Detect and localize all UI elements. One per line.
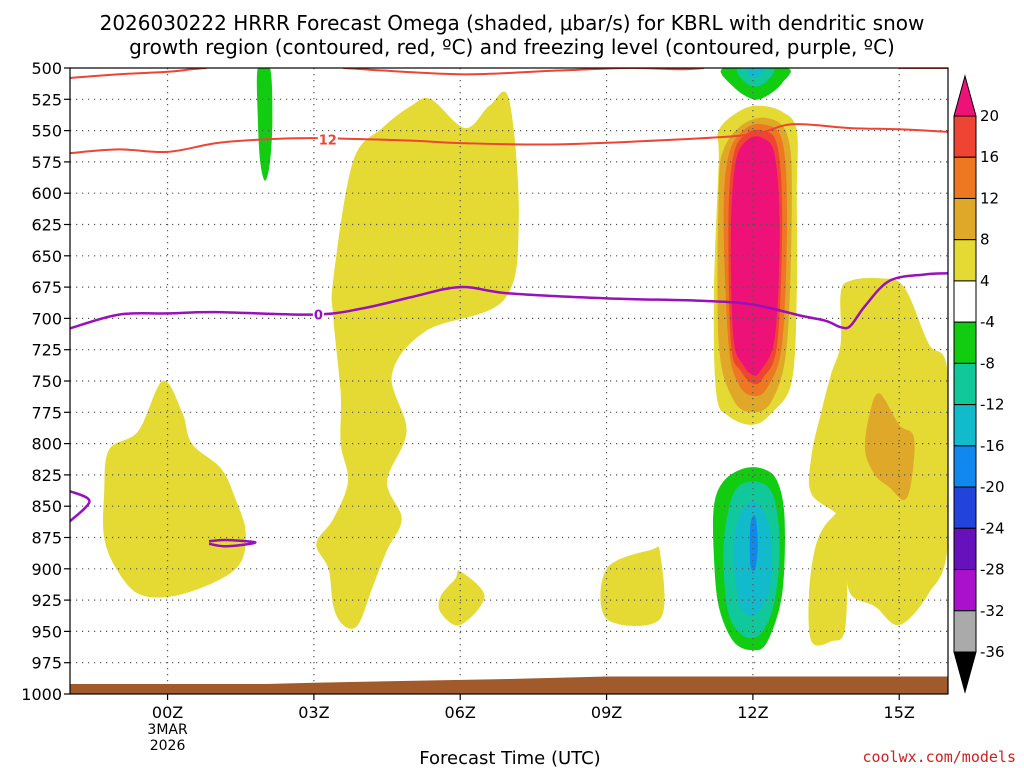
x-tick-label-9: 09Z: [591, 703, 622, 722]
colorbar-label-1: 16: [980, 148, 999, 166]
y-tick-label-700: 700: [31, 309, 62, 328]
omega-region-14: [746, 68, 764, 79]
y-tick-label-525: 525: [31, 90, 62, 109]
y-tick-label-850: 850: [31, 497, 62, 516]
y-tick-label-750: 750: [31, 372, 62, 391]
colorbar-label-13: -36: [980, 643, 1005, 661]
contour-1: [343, 68, 705, 76]
ground-surface: [70, 676, 948, 694]
colorbar-band-11: [953, 569, 977, 612]
y-tick-label-600: 600: [31, 184, 62, 203]
omega-region-2: [438, 570, 485, 626]
contour-label-0: 12: [319, 133, 337, 148]
ground-layer: [70, 676, 948, 694]
contour-label-layer: 12 0: [312, 131, 338, 324]
colorbar-band-6: [953, 362, 977, 406]
colorbar-band-9: [953, 486, 977, 529]
x-axis-title: Forecast Time (UTC): [419, 748, 600, 768]
contour-label-1: 0: [314, 309, 323, 324]
contour-label-bg-0: [317, 131, 338, 148]
x-tick-year: 2026: [150, 738, 186, 754]
colorbar-label-11: -28: [980, 561, 1005, 579]
colorbar-bottom-triangle: [953, 651, 977, 694]
colorbar-label-5: -4: [980, 313, 995, 331]
x-tick-label-6: 06Z: [445, 703, 476, 722]
credit-text: coolwx.com/models: [862, 748, 1016, 766]
contour-layer: [70, 68, 948, 548]
contour-0: [70, 68, 207, 79]
colorbar-label-3: 8: [980, 231, 990, 249]
contour-label-bg-1: [312, 306, 324, 323]
y-tick-label-1000: 1000: [21, 685, 62, 704]
colorbar-band-12: [953, 610, 977, 653]
colorbar-top-triangle: [953, 74, 977, 117]
omega-region-3: [600, 546, 665, 627]
colorbar-label-8: -16: [980, 437, 1005, 455]
colorbar-label-12: -32: [980, 602, 1005, 620]
colorbar-band-8: [953, 445, 977, 488]
x-tick-label-15: 15Z: [884, 703, 915, 722]
colorbar-band-1: [953, 156, 977, 199]
y-tick-label-500: 500: [31, 59, 62, 78]
omega-shading-layer: [103, 68, 948, 651]
y-tick-label-550: 550: [31, 122, 62, 141]
colorbar-band-10: [953, 527, 977, 571]
colorbar-band-7: [953, 404, 977, 447]
contour-3: [70, 123, 948, 155]
colorbar-band-4: [953, 280, 977, 323]
colorbar-band-2: [953, 197, 977, 241]
contour-5: [70, 490, 91, 523]
y-tick-label-975: 975: [31, 654, 62, 673]
y-tick-label-800: 800: [31, 435, 62, 454]
y-tick-label-575: 575: [31, 153, 62, 172]
omega-region-19: [749, 515, 758, 572]
x-tick-label-0: 00Z: [152, 703, 183, 722]
grid-layer: [70, 68, 948, 694]
omega-region-1: [316, 91, 519, 629]
omega-region-5: [808, 509, 848, 646]
chart-title-line-1: 2026030222 HRRR Forecast Omega (shaded, …: [100, 11, 925, 35]
x-tick-date: 3MAR: [147, 722, 188, 738]
x-tick-label-12: 12Z: [737, 703, 768, 722]
omega-region-11: [730, 136, 780, 376]
contour-4: [70, 272, 948, 330]
colorbar-label-4: 4: [980, 272, 990, 290]
colorbar-label-7: -12: [980, 396, 1005, 414]
omega-region-7: [864, 393, 915, 500]
y-tick-label-900: 900: [31, 560, 62, 579]
y-tick-label-925: 925: [31, 591, 62, 610]
y-tick-label-825: 825: [31, 466, 62, 485]
y-tick-label-650: 650: [31, 247, 62, 266]
colorbar-band-0: [953, 115, 977, 158]
colorbar-band-3: [953, 239, 977, 282]
y-tick-label-675: 675: [31, 278, 62, 297]
y-tick-label-950: 950: [31, 622, 62, 641]
x-tick-label-3: 03Z: [298, 703, 329, 722]
colorbar-label-9: -20: [980, 478, 1005, 496]
omega-region-15: [256, 68, 273, 181]
contour-6: [208, 538, 257, 548]
colorbar-label-10: -24: [980, 519, 1005, 537]
y-tick-label-775: 775: [31, 403, 62, 422]
colorbar-band-5: [953, 321, 977, 364]
y-tick-label-725: 725: [31, 341, 62, 360]
colorbar-label-2: 12: [980, 189, 999, 207]
y-tick-label-875: 875: [31, 529, 62, 548]
colorbar-legend: 20 16 12 8 4 -4 -8 -12 -16 -20 -24 -28 -32 -36: [953, 74, 1005, 694]
y-tick-label-625: 625: [31, 216, 62, 235]
omega-region-0: [103, 380, 246, 598]
colorbar-label-6: -8: [980, 354, 995, 372]
y-axis: 500 525 550 575 600 625 650 675 700 725 750 775 800 8…: [21, 59, 70, 704]
chart-title-line-2: growth region (contoured, red, ºC) and f…: [129, 35, 895, 59]
colorbar-label-0: 20: [980, 107, 999, 125]
